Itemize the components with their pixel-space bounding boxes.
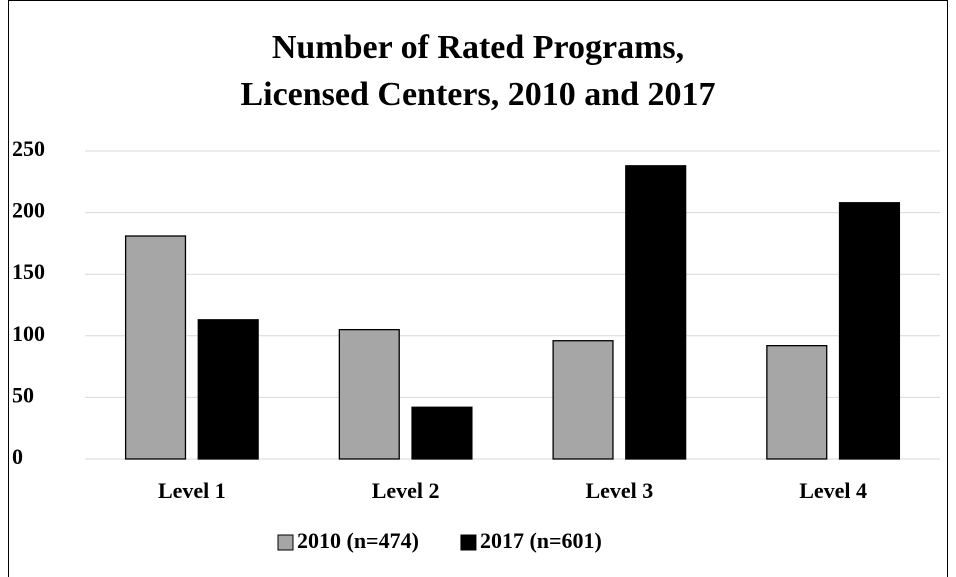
bar xyxy=(197,319,259,460)
bar xyxy=(338,328,400,460)
bar xyxy=(552,340,614,460)
y-tick-label: 150 xyxy=(12,259,45,284)
x-tick-label: Level 2 xyxy=(372,478,440,503)
legend-swatch xyxy=(277,534,294,551)
bar xyxy=(625,165,687,460)
legend-swatch xyxy=(460,534,477,551)
bar xyxy=(124,235,187,460)
bar xyxy=(766,345,828,460)
y-tick-label: 50 xyxy=(12,382,34,407)
y-tick-label: 250 xyxy=(12,136,45,161)
x-tick-label: Level 3 xyxy=(585,478,653,503)
y-tick-label: 200 xyxy=(12,198,45,223)
legend-label: 2017 (n=601) xyxy=(480,528,602,553)
chart-title: Number of Rated Programs, xyxy=(272,29,684,66)
chart-title: Licensed Centers, 2010 and 2017 xyxy=(240,76,715,113)
x-tick-label: Level 4 xyxy=(799,478,867,503)
bar xyxy=(838,202,901,460)
y-tick-label: 100 xyxy=(12,321,45,346)
legend-label: 2010 (n=474) xyxy=(297,528,419,553)
x-tick-label: Level 1 xyxy=(158,478,226,503)
y-tick-label: 0 xyxy=(12,444,23,469)
bar xyxy=(411,406,473,460)
